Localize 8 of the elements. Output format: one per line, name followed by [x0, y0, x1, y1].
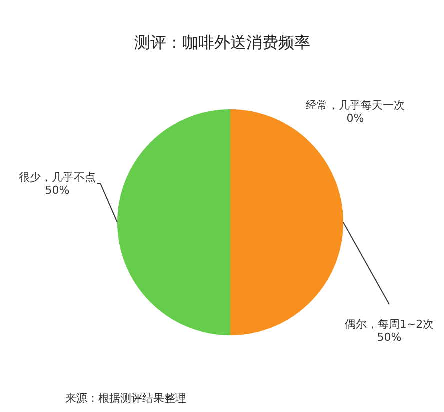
data-label: 50% — [377, 331, 402, 344]
slice-label: 很少，几乎不点 — [18, 171, 96, 184]
source-note: 来源：根据测评结果整理 — [66, 392, 186, 405]
data-label: 50% — [45, 184, 70, 198]
text: 0% — [346, 112, 364, 126]
slice-label: 偶尔，每周1~2次 — [344, 318, 434, 332]
category-label: 经常，几乎每天一次 — [306, 99, 405, 112]
chart-title: 测评：咖啡外送消费频率 — [134, 33, 310, 52]
